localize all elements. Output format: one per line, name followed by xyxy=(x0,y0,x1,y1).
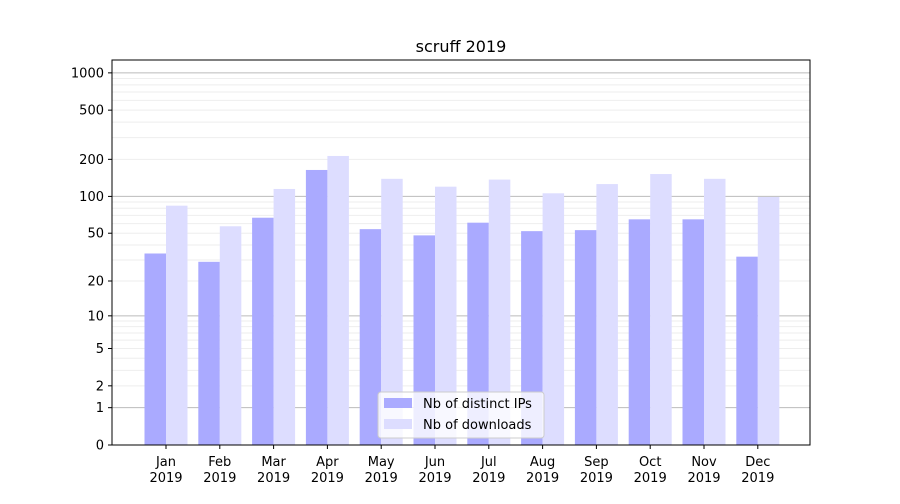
bar-downloads xyxy=(704,178,726,446)
bar-ips xyxy=(682,219,704,445)
bar-ips xyxy=(252,217,274,445)
bar-ips xyxy=(736,256,758,445)
bar-downloads xyxy=(650,174,672,445)
bar-downloads xyxy=(381,178,403,446)
x-tick-label: Oct 2019 xyxy=(634,455,667,486)
x-tick-label: Apr 2019 xyxy=(311,455,344,486)
bar-downloads xyxy=(327,155,349,445)
y-tick-label: 0 xyxy=(96,439,104,454)
y-tick-label: 5 xyxy=(96,342,104,357)
legend-swatch xyxy=(384,398,412,408)
x-tick-label: Dec 2019 xyxy=(741,455,774,486)
bar-downloads xyxy=(219,226,242,445)
x-tick-label: May 2019 xyxy=(365,455,398,486)
y-tick-label: 500 xyxy=(79,104,104,119)
bar-downloads xyxy=(273,188,296,445)
legend: Nb of distinct IPs Nb of downloads xyxy=(377,391,545,439)
x-tick-label: Sep 2019 xyxy=(580,455,613,486)
x-tick-label: Jun 2019 xyxy=(418,455,451,486)
bar-downloads xyxy=(596,184,618,446)
bar-ips xyxy=(467,222,489,445)
legend-box xyxy=(377,391,545,439)
x-tick-label: Mar 2019 xyxy=(257,455,290,486)
y-tick-label: 20 xyxy=(87,275,104,290)
bar-downloads xyxy=(488,179,511,445)
y-tick-label: 50 xyxy=(87,227,104,242)
legend-label: Nb of downloads xyxy=(423,418,532,433)
legend-label: Nb of distinct IPs xyxy=(423,397,532,412)
x-tick-label: Nov 2019 xyxy=(687,455,720,486)
bar-downloads xyxy=(542,193,565,445)
chart-title: scruff 2019 xyxy=(416,37,507,56)
x-tick-label: Jul 2019 xyxy=(472,455,505,486)
bar-downloads xyxy=(757,196,780,445)
x-tick-label: Aug 2019 xyxy=(526,455,559,486)
bar-ips xyxy=(628,219,651,445)
bar-downloads xyxy=(166,205,188,445)
plot-frame xyxy=(111,59,811,446)
bar-ips xyxy=(144,253,166,445)
y-tick-label: 1000 xyxy=(71,66,104,81)
bar-ips xyxy=(305,169,328,446)
bar-ips xyxy=(574,230,597,445)
x-tick-label: Jan 2019 xyxy=(149,455,182,486)
y-tick-label: 1 xyxy=(96,401,104,416)
bar-ips xyxy=(198,261,220,445)
bar-downloads xyxy=(435,186,457,445)
bar-ips xyxy=(359,229,382,445)
y-tick-label: 10 xyxy=(87,309,104,324)
legend-swatch xyxy=(384,419,412,429)
x-tick-label: Feb 2019 xyxy=(203,455,236,486)
y-tick-label: 2 xyxy=(96,379,104,394)
y-tick-label: 100 xyxy=(79,190,104,205)
y-tick-label: 200 xyxy=(79,153,104,168)
